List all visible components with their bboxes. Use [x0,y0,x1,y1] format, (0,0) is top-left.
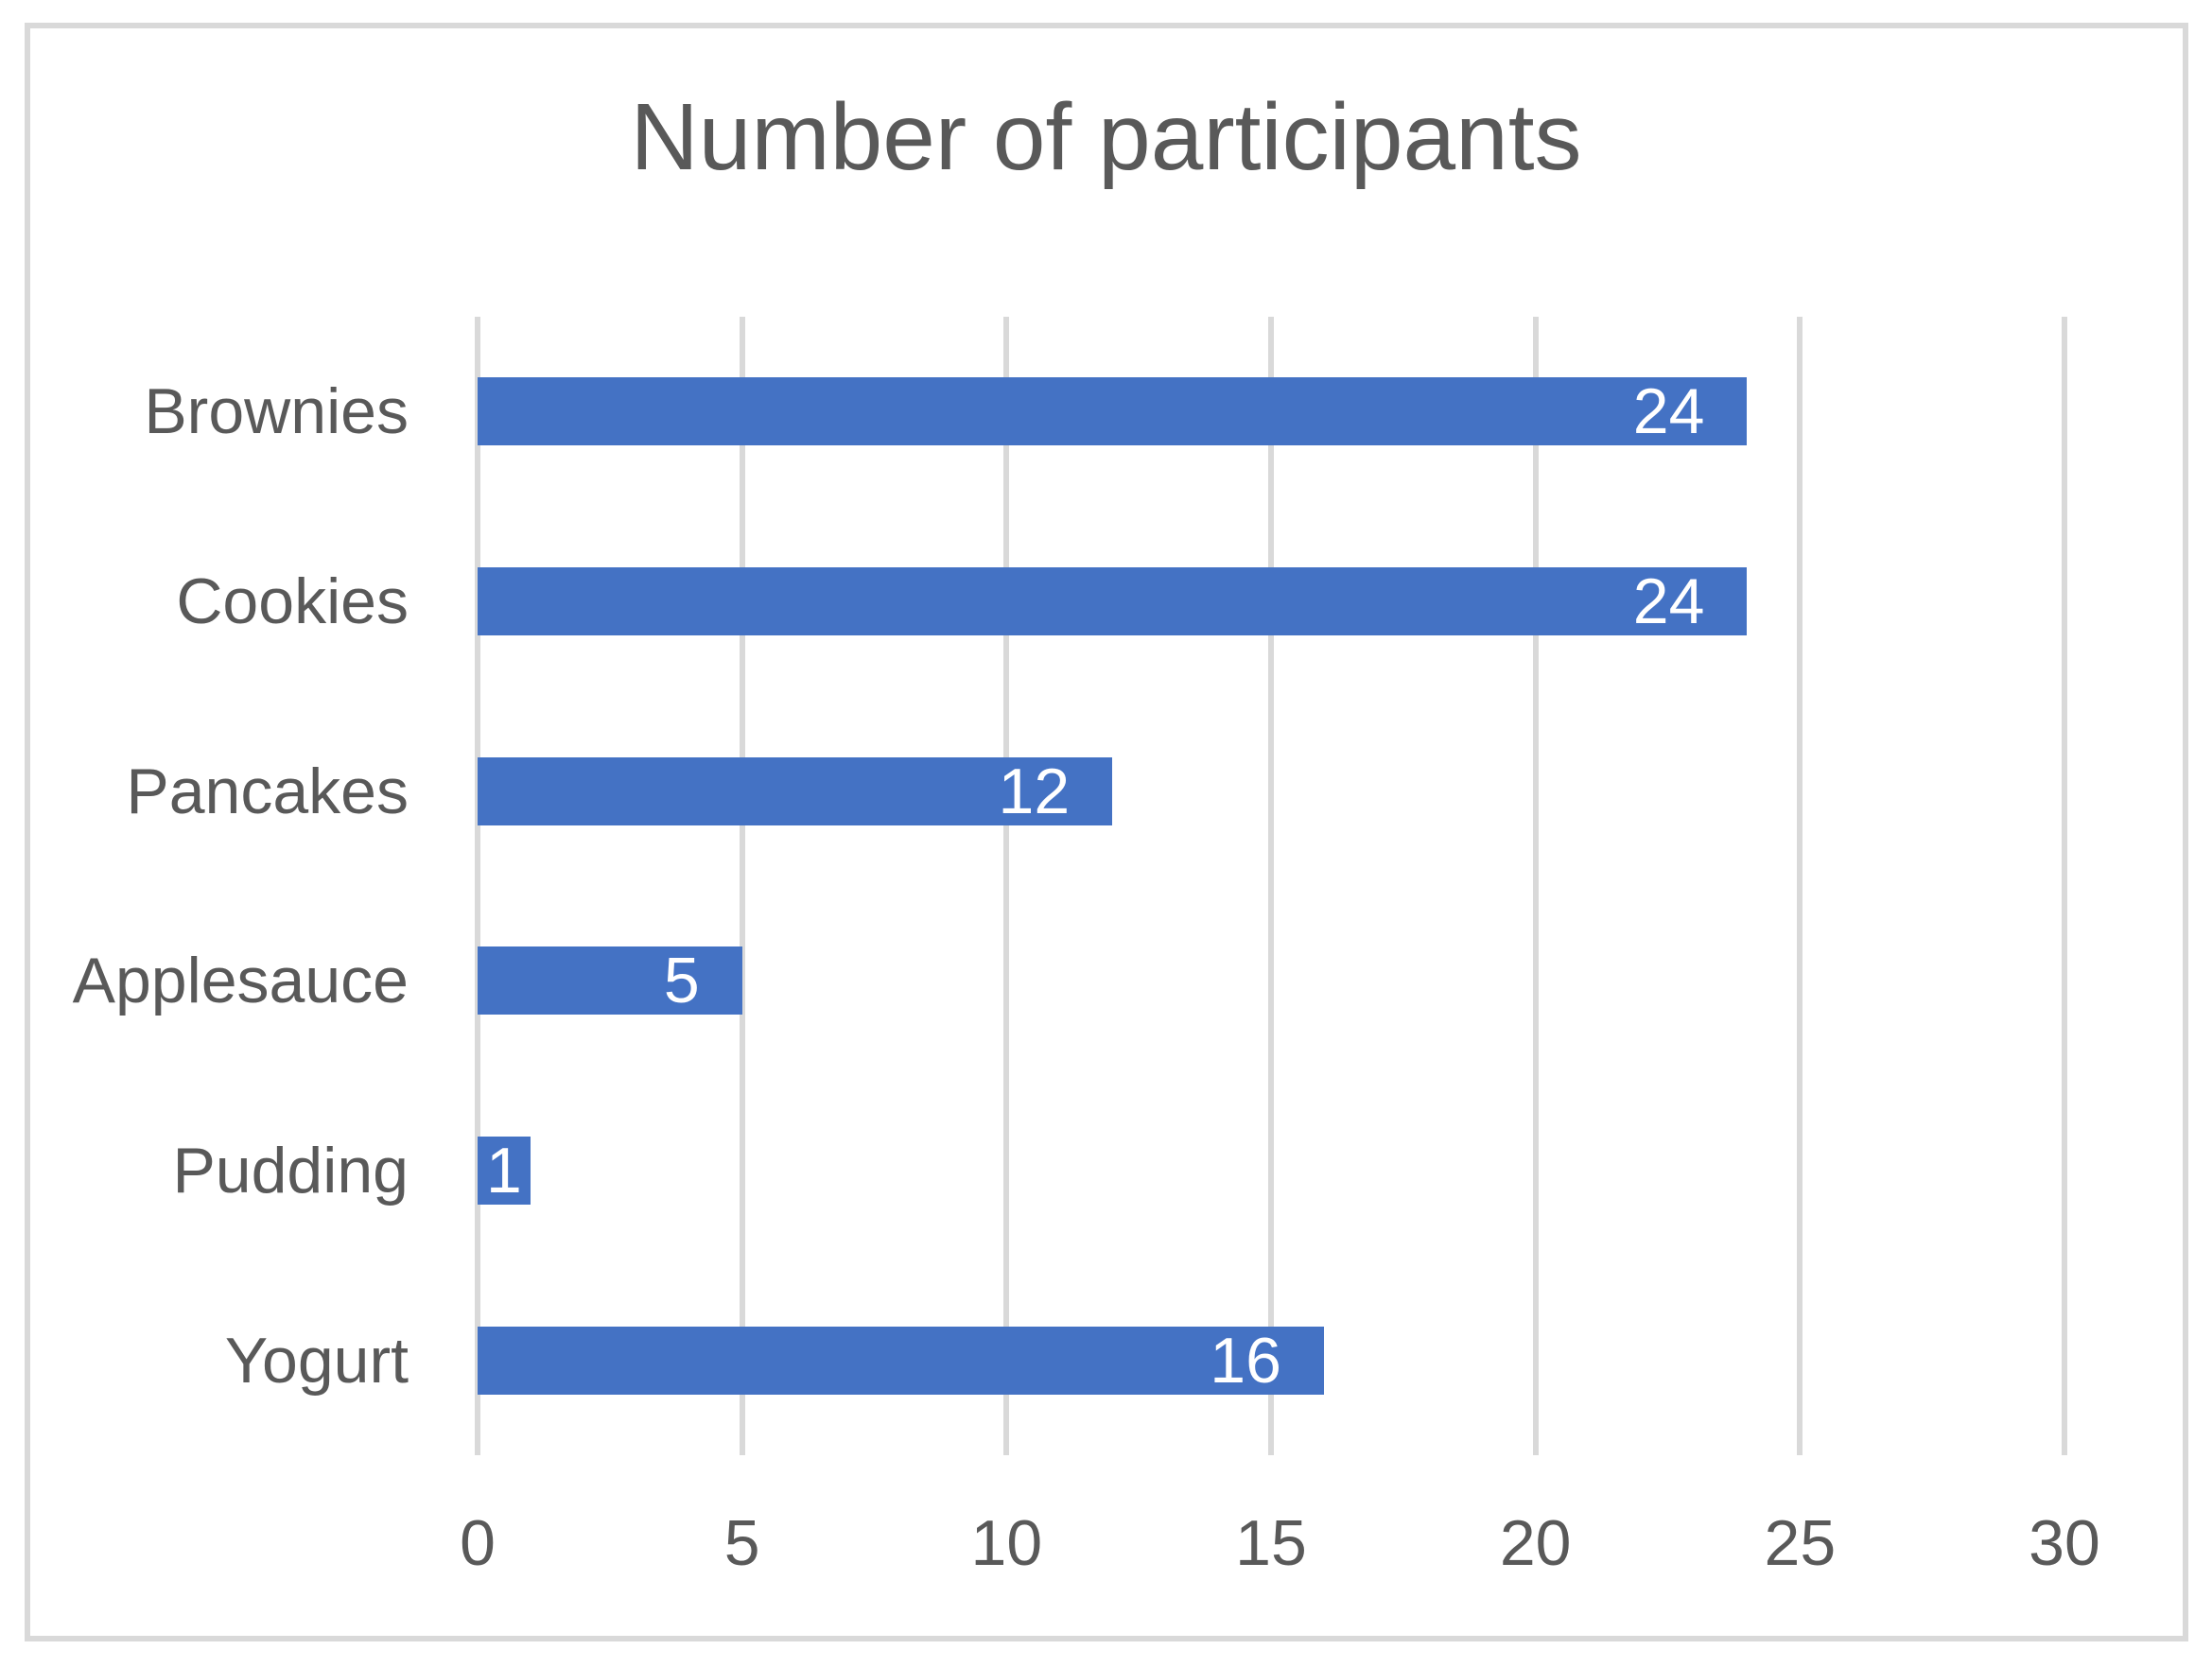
value-label-applesauce: 5 [663,945,700,1017]
category-cell-brownies: Brownies [0,317,426,507]
x-tick-label-15: 15 [1235,1507,1307,1579]
gridline-10 [1003,317,1010,1455]
bar-pancakes: 12 [478,755,1113,827]
bar-row-applesauce: 5 [478,886,2064,1076]
x-tick-label-5: 5 [723,1507,760,1579]
category-label-yogurt: Yogurt [224,1324,409,1397]
value-label-brownies: 24 [1632,375,1705,448]
category-label-pudding: Pudding [172,1135,409,1207]
bar-pudding: 1 [478,1135,531,1207]
chart-title: Number of participants [630,84,1582,190]
gridline-0 [475,317,480,1455]
category-axis: Brownies Cookies Pancakes Applesauce Pudding… [0,317,426,1455]
bar-row-pancakes: 12 [478,696,2064,886]
value-label-cookies: 24 [1632,565,1705,637]
x-tick-label-10: 10 [970,1507,1043,1579]
category-label-pancakes: Pancakes [126,755,409,827]
x-tick-label-25: 25 [1764,1507,1837,1579]
gridline-15 [1268,317,1274,1455]
bar-applesauce: 5 [478,945,742,1017]
category-cell-pancakes: Pancakes [0,696,426,886]
bar-cookies: 24 [478,565,1748,637]
value-label-pudding: 1 [486,1135,522,1207]
gridline-20 [1532,317,1539,1455]
category-label-brownies: Brownies [144,375,409,448]
gridline-5 [739,317,745,1455]
category-cell-yogurt: Yogurt [0,1265,426,1455]
x-tick-label-30: 30 [2029,1507,2100,1579]
category-label-applesauce: Applesauce [72,945,409,1017]
bar-yogurt: 16 [478,1324,1324,1397]
bar-row-cookies: 24 [478,507,2064,697]
x-tick-label-20: 20 [1499,1507,1572,1579]
value-label-yogurt: 16 [1210,1324,1281,1397]
bar-rows: 24 24 12 5 1 16 [478,317,2064,1455]
bar-brownies: 24 [478,375,1748,448]
category-cell-cookies: Cookies [0,507,426,697]
category-label-cookies: Cookies [176,565,409,637]
bar-row-pudding: 1 [478,1076,2064,1266]
value-label-pancakes: 12 [998,755,1071,827]
bar-row-brownies: 24 [478,317,2064,507]
gridline-30 [2062,317,2067,1455]
x-tick-label-0: 0 [460,1507,496,1579]
plot-area: 24 24 12 5 1 16 [475,317,2067,1455]
gridline-25 [1797,317,1803,1455]
bar-row-yogurt: 16 [478,1265,2064,1455]
category-cell-pudding: Pudding [0,1076,426,1266]
value-axis: 0 5 10 15 20 25 30 [460,1507,2100,1587]
category-cell-applesauce: Applesauce [0,886,426,1076]
